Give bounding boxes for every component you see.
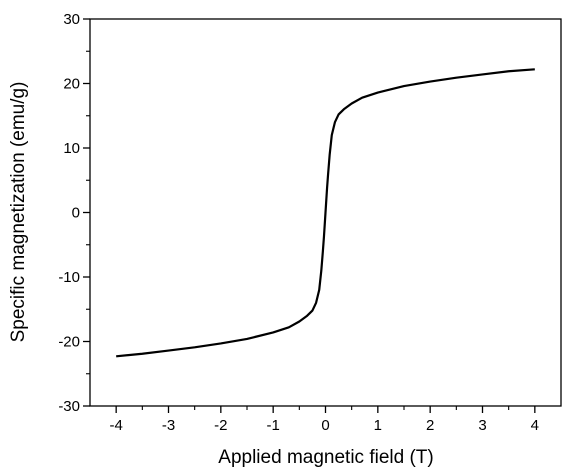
magnetization-curve	[116, 68, 535, 358]
x-tick-label: 4	[531, 417, 539, 434]
x-tick-label: -4	[109, 417, 122, 434]
x-tick-label: 2	[426, 417, 434, 434]
y-tick-label: -30	[58, 398, 80, 415]
y-tick-label: 10	[63, 140, 80, 157]
y-tick-label: -20	[58, 334, 80, 351]
y-axis: -30 -20 -10 0 10 20 30	[58, 11, 90, 415]
y-tick-label: 0	[72, 205, 80, 222]
x-tick-label: 1	[374, 417, 382, 434]
x-tick-label: -3	[162, 417, 175, 434]
y-tick-label: 20	[63, 76, 80, 93]
x-axis: -4 -3 -2 -1 0 1 2 3 4	[109, 406, 539, 434]
x-axis-title: Applied magnetic field (T)	[218, 447, 433, 468]
y-axis-title: Specific magnetization (emu/g)	[8, 82, 29, 343]
x-tick-label: -1	[266, 417, 279, 434]
y-tick-label: 30	[63, 11, 80, 28]
x-tick-label: -2	[214, 417, 227, 434]
x-tick-label: 3	[478, 417, 486, 434]
x-tick-label: 0	[321, 417, 329, 434]
y-tick-label: -10	[58, 269, 80, 286]
